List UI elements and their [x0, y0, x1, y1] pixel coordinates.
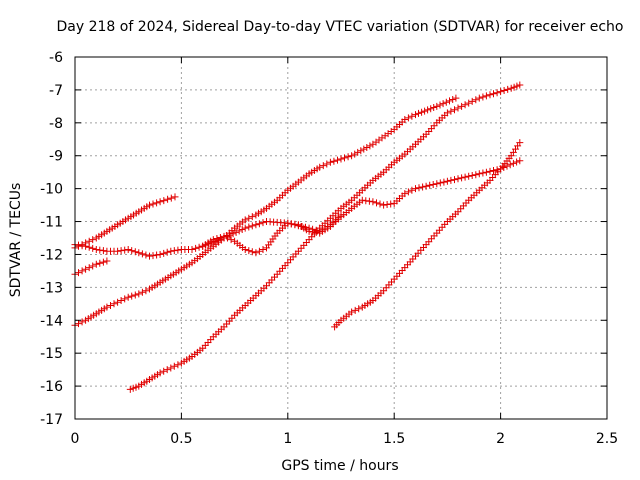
x-axis-label: GPS time / hours [281, 458, 398, 474]
y-tick-label: -14 [40, 313, 63, 329]
series-markers [331, 139, 524, 331]
series-markers [71, 94, 460, 329]
y-tick-label: -15 [40, 346, 63, 362]
x-tick-label: 1 [283, 431, 292, 447]
y-tick-label: -17 [40, 412, 63, 428]
series-5 [126, 81, 524, 393]
x-tick-label: 0.5 [170, 431, 192, 447]
series-7 [331, 139, 524, 331]
x-tick-label: 1.5 [383, 431, 405, 447]
series-markers [199, 211, 345, 250]
plot-frame [74, 56, 608, 420]
y-tick-label: -13 [40, 280, 63, 296]
series-4 [71, 94, 460, 329]
axis-ticks: 0 0.5 1 1.5 2 2.5 -17 -16 -15 -14 -13 -12 -11 -10 -9 -8… [40, 50, 618, 447]
grid [75, 57, 607, 419]
y-tick-label: -10 [40, 182, 63, 198]
y-tick-label: -11 [40, 215, 63, 231]
x-tick-label: 2.5 [596, 431, 618, 447]
x-tick-label: 0 [71, 431, 80, 447]
series-1 [71, 193, 179, 252]
data-marks [71, 81, 524, 393]
series-2 [71, 257, 111, 278]
series-6 [199, 211, 345, 250]
y-tick-label: -8 [49, 116, 63, 132]
y-tick-label: -16 [40, 379, 63, 395]
y-tick-label: -6 [49, 50, 63, 66]
series-markers [71, 193, 179, 252]
y-axis-label: SDTVAR / TECUs [8, 183, 24, 298]
chart-title: Day 218 of 2024, Sidereal Day-to-day VTE… [57, 19, 624, 35]
series-markers [71, 257, 111, 278]
y-tick-label: -9 [49, 149, 63, 165]
y-tick-label: -12 [40, 247, 63, 263]
x-tick-label: 2 [496, 431, 505, 447]
series-markers [126, 81, 524, 393]
y-tick-label: -7 [49, 83, 63, 99]
